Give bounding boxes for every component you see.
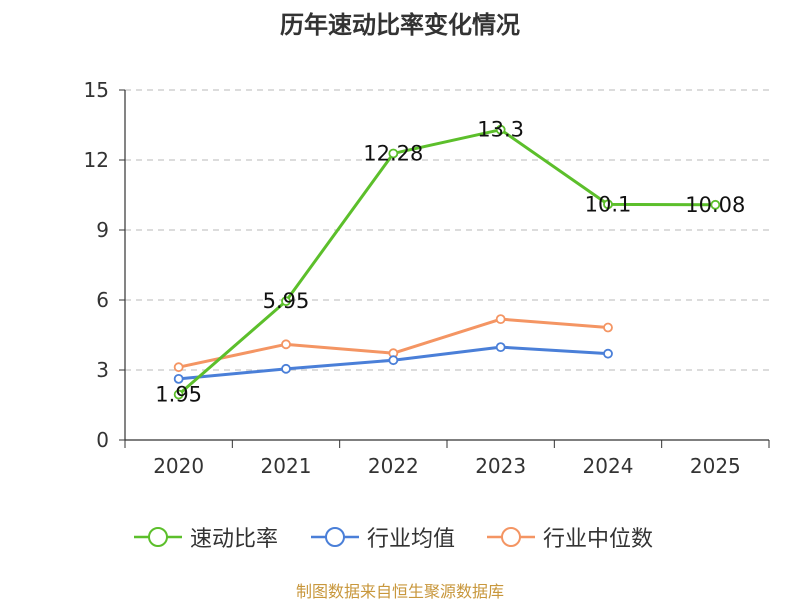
- x-tick-label-2023: 2023: [475, 454, 526, 478]
- data-label: 13.3: [477, 118, 524, 142]
- legend-label-quick-ratio: 速动比率: [190, 527, 279, 552]
- legend: 速动比率 行业均值 行业中位数: [0, 519, 800, 555]
- y-tick-label: 3: [96, 358, 109, 382]
- data-point-series-0: [603, 199, 613, 210]
- legend-item-quick-ratio[interactable]: 速动比率: [134, 519, 278, 555]
- data-point-series-2: [495, 314, 506, 325]
- data-point-series-1: [281, 363, 291, 374]
- source-note: 制图数据来自恒生聚源数据库: [295, 582, 504, 601]
- y-tick-label: 12: [84, 148, 109, 172]
- data-label: 10.08: [685, 193, 745, 217]
- y-tick-label: 15: [84, 78, 109, 102]
- legend-marker-industry-mean: [311, 527, 359, 547]
- data-point-series-0: [710, 199, 721, 210]
- data-point-series-1: [173, 373, 184, 384]
- y-tick-label: 0: [96, 428, 109, 452]
- data-label: 5.95: [263, 289, 310, 313]
- chart-title: 历年速动比率变化情况: [280, 11, 520, 39]
- data-point-series-2: [281, 339, 291, 350]
- data-point-series-2: [603, 322, 613, 333]
- x-tick-label-2020: 2020: [153, 454, 204, 478]
- legend-marker-quick-ratio: [134, 527, 182, 547]
- legend-label-industry-median: 行业中位数: [543, 527, 654, 552]
- x-tick-label-2024: 2024: [583, 454, 634, 478]
- data-point-series-0: [173, 389, 184, 400]
- y-tick-label: 6: [96, 288, 109, 312]
- data-label: 10.1: [585, 192, 632, 216]
- data-point-series-0: [281, 296, 291, 307]
- y-tick-label: 9: [96, 218, 109, 242]
- legend-label-industry-mean: 行业均值: [367, 527, 456, 552]
- x-tick-label-2025: 2025: [690, 454, 741, 478]
- legend-item-industry-median[interactable]: 行业中位数: [487, 519, 653, 555]
- data-point-series-0: [388, 148, 399, 159]
- x-tick-label-2021: 2021: [261, 454, 312, 478]
- data-point-series-0: [495, 124, 506, 135]
- data-label: 1.95: [155, 383, 202, 407]
- data-label: 12.28: [363, 141, 423, 165]
- data-point-series-1: [495, 342, 506, 353]
- data-point-series-2: [173, 362, 184, 373]
- data-point-series-1: [603, 348, 613, 359]
- legend-item-industry-mean[interactable]: 行业均值: [311, 519, 455, 555]
- series-line-0: [177, 128, 716, 396]
- legend-marker-industry-median: [487, 527, 535, 547]
- x-tick-label-2022: 2022: [368, 454, 419, 478]
- data-point-series-1: [388, 355, 399, 366]
